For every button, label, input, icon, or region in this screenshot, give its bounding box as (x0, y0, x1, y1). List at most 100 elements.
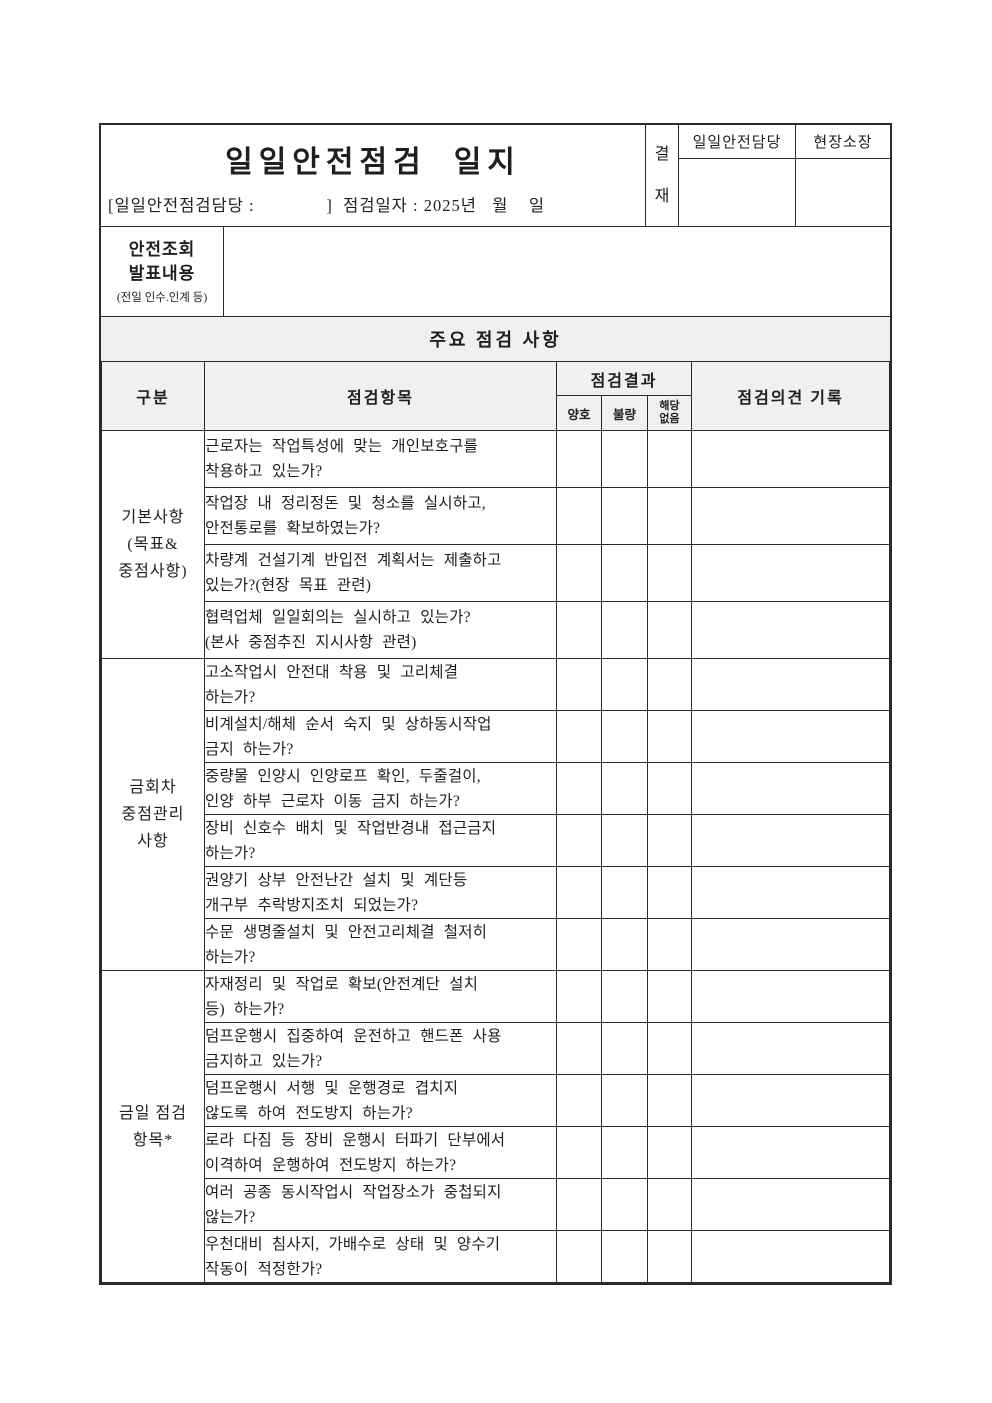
result-bad-cell (601, 544, 648, 602)
result-bad-cell (601, 1230, 648, 1283)
opinion-cell (691, 814, 890, 867)
group-label-basic: 기본사항 (목표& 중점사항) (101, 430, 205, 659)
result-bad-cell (601, 1022, 648, 1075)
checklist-row: 권양기 상부 안전난간 설치 및 계단등 개구부 추락방지조치 되었는가? (102, 866, 890, 919)
approval-column-site-manager: 현장소장 (795, 125, 890, 226)
checklist-row: 우천대비 침사지, 가배수로 상태 및 양수기 작동이 적정한가? (102, 1230, 890, 1283)
opinion-cell (691, 487, 890, 545)
result-bad-cell (601, 710, 648, 763)
result-good-cell (556, 866, 602, 919)
question-cell: 차량계 건설기계 반입전 계획서는 제출하고 있는가?(현장 목표 관련) (204, 544, 557, 602)
result-good-cell (556, 430, 602, 488)
result-bad-cell (601, 866, 648, 919)
result-na-cell (646, 814, 693, 867)
result-good-cell (556, 814, 602, 867)
opinion-cell (691, 1126, 890, 1179)
checklist-row: 여러 공종 동시작업시 작업장소가 중첩되지 않는가? (102, 1178, 890, 1231)
question-cell: 수문 생명줄설치 및 안전고리체결 철저히 하는가? (204, 918, 557, 971)
briefing-label-note: (전일 인수.인계 등) (116, 291, 208, 304)
result-good-cell (556, 1022, 602, 1075)
checklist-row: 차량계 건설기계 반입전 계획서는 제출하고 있는가?(현장 목표 관련) (102, 544, 890, 602)
result-bad-cell (601, 1074, 648, 1127)
briefing-section: 안전조회 발표내용 (전일 인수.인계 등) (101, 227, 890, 316)
result-bad-cell (601, 814, 648, 867)
result-na-cell (646, 1178, 693, 1231)
result-good-cell (556, 918, 602, 971)
header-result-na: 해당 없음 (646, 395, 693, 431)
opinion-cell (691, 658, 890, 711)
result-na-cell (646, 918, 693, 971)
question-cell: 권양기 상부 안전난간 설치 및 계단등 개구부 추락방지조치 되었는가? (204, 866, 557, 919)
result-na-cell (646, 710, 693, 763)
briefing-content-area (224, 227, 890, 316)
opinion-cell (691, 866, 890, 919)
question-cell: 로라 다짐 등 장비 운행시 터파기 단부에서 이격하여 운행하여 전도방지 하… (204, 1126, 557, 1179)
header-result: 점검결과 (555, 361, 693, 396)
result-bad-cell (601, 1126, 648, 1179)
question-cell: 비계설치/해체 순서 숙지 및 상하동시작업 금지 하는가? (204, 710, 557, 763)
checklist-row: 기본사항 (목표& 중점사항) 근로자는 작업특성에 맞는 개인보호구를 착용하… (101, 430, 890, 659)
title-area: 일일안전점검 일지 [일일안전점검담당 : ] 점검일자 : 2025년 월 일 (101, 125, 645, 226)
header-result-good: 양호 (556, 395, 602, 431)
result-good-cell (556, 1074, 602, 1127)
result-na-cell (646, 487, 693, 545)
question-cell: 덤프운행시 집중하여 운전하고 핸드폰 사용 금지하고 있는가? (204, 1022, 557, 1075)
checklist-table: 구분 점검항목 점검결과 점검의견 기록 양호 불량 해당 없음 기본사항 (목… (101, 361, 890, 1283)
approval-stamp-label: 결 재 (645, 125, 678, 226)
opinion-cell (691, 762, 890, 815)
result-good-cell (556, 1126, 602, 1179)
result-na-cell (646, 1230, 693, 1283)
header-opinion: 점검의견 기록 (691, 361, 890, 431)
result-na-cell (646, 658, 693, 711)
briefing-label: 안전조회 발표내용 (전일 인수.인계 등) (101, 227, 224, 316)
checklist-row: 중량물 인양시 인양로프 확인, 두줄걸이, 인양 하부 근로자 이동 금지 하… (102, 762, 890, 815)
result-good-cell (556, 544, 602, 602)
question-cell: 덤프운행시 서행 및 운행경로 겹치지 않도록 하여 전도방지 하는가? (204, 1074, 557, 1127)
result-good-cell (556, 710, 602, 763)
approval-label-daily-officer: 일일안전담당 (679, 125, 795, 159)
result-bad-cell (601, 658, 648, 711)
header-category: 구분 (101, 361, 205, 431)
question-cell: 고소작업시 안전대 착용 및 고리체결 하는가? (204, 658, 557, 711)
result-bad-cell (601, 918, 648, 971)
header-item: 점검항목 (204, 361, 557, 431)
result-na-cell (646, 601, 693, 659)
approval-label-site-manager: 현장소장 (796, 125, 890, 159)
briefing-label-line1: 안전조회 (128, 239, 196, 259)
result-good-cell (556, 1230, 602, 1283)
opinion-cell (691, 1178, 890, 1231)
opinion-cell (691, 918, 890, 971)
question-cell: 작업장 내 정리정돈 및 청소를 실시하고, 안전통로를 확보하였는가? (204, 487, 557, 545)
result-na-cell (646, 762, 693, 815)
question-cell: 장비 신호수 배치 및 작업반경내 접근금지 하는가? (204, 814, 557, 867)
group-label-today-items: 금일 점검 항목* (101, 970, 205, 1283)
opinion-cell (691, 1074, 890, 1127)
result-bad-cell (601, 1178, 648, 1231)
approval-column-daily-officer: 일일안전담당 (678, 125, 795, 226)
inspector-date-line: [일일안전점검담당 : ] 점검일자 : 2025년 월 일 (108, 196, 546, 215)
opinion-cell (691, 544, 890, 602)
checklist-row: 덤프운행시 서행 및 운행경로 겹치지 않도록 하여 전도방지 하는가? (102, 1074, 890, 1127)
question-cell: 우천대비 침사지, 가배수로 상태 및 양수기 작동이 적정한가? (204, 1230, 557, 1283)
briefing-label-line2: 발표내용 (128, 263, 196, 283)
header-result-bad: 불량 (601, 395, 648, 431)
result-bad-cell (601, 487, 648, 545)
question-cell: 자재정리 및 작업로 확보(안전계단 설치 등) 하는가? (204, 970, 557, 1023)
result-na-cell (646, 866, 693, 919)
document-title: 일일안전점검 일지 (225, 146, 521, 179)
result-na-cell (646, 1022, 693, 1075)
checklist-row: 금일 점검 항목* 자재정리 및 작업로 확보(안전계단 설치 등) 하는가? (101, 970, 890, 1283)
result-good-cell (556, 601, 602, 659)
checklist-row: 덤프운행시 집중하여 운전하고 핸드폰 사용 금지하고 있는가? (102, 1022, 890, 1075)
result-good-cell (556, 970, 602, 1023)
opinion-cell (691, 601, 890, 659)
group-label-current-focus: 금회차 중점관리 사항 (101, 658, 205, 971)
result-good-cell (556, 658, 602, 711)
checklist-row: 작업장 내 정리정돈 및 청소를 실시하고, 안전통로를 확보하였는가? (102, 487, 890, 545)
checklist-row: 협력업체 일일회의는 실시하고 있는가? (본사 중점추진 지시사항 관련) (102, 601, 890, 659)
approval-signature-box-daily-officer (679, 159, 795, 226)
opinion-cell (691, 710, 890, 763)
section-band-title: 주요 점검 사항 (101, 316, 890, 361)
approval-signature-box-site-manager (796, 159, 890, 226)
result-bad-cell (601, 430, 648, 488)
